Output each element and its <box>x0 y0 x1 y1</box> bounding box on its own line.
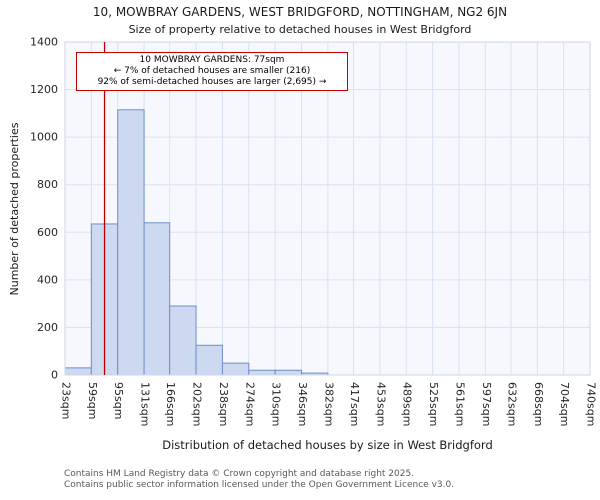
x-tick-label: 632sqm <box>505 382 518 426</box>
x-tick-label: 23sqm <box>60 382 73 419</box>
x-tick-label: 668sqm <box>532 382 545 426</box>
y-tick-label: 1000 <box>30 131 58 144</box>
histogram-bar <box>274 369 303 376</box>
x-tick-label: 525sqm <box>427 382 440 426</box>
histogram-bar <box>143 222 171 376</box>
y-axis-label: Number of detached properties <box>8 122 21 296</box>
x-tick-label: 131sqm <box>139 382 152 426</box>
x-tick-label: 274sqm <box>243 382 256 426</box>
y-tick-label: 0 <box>51 369 58 382</box>
histogram-bar <box>64 367 92 376</box>
x-tick-label: 202sqm <box>191 382 204 426</box>
histogram-bar <box>117 109 145 376</box>
license-footer: Contains HM Land Registry data © Crown c… <box>64 469 454 490</box>
footer-line-2: Contains public sector information licen… <box>64 479 455 490</box>
annotation-line-2: ← 7% of detached houses are smaller (216… <box>113 66 311 76</box>
histogram-bar <box>169 305 197 376</box>
histogram-bar <box>248 369 276 376</box>
annotation-line-1: 10 MOWBRAY GARDENS: 77sqm <box>139 55 285 65</box>
x-tick-label: 59sqm <box>86 382 99 419</box>
x-tick-label: 238sqm <box>217 382 230 426</box>
x-tick-label: 382sqm <box>322 382 335 426</box>
footer-line-1: Contains HM Land Registry data © Crown c… <box>64 469 415 479</box>
y-tick-label: 200 <box>37 321 58 334</box>
x-tick-label: 346sqm <box>296 382 309 426</box>
y-tick-label: 400 <box>37 273 58 286</box>
x-tick-label: 310sqm <box>270 382 283 426</box>
x-tick-label: 417sqm <box>348 382 361 426</box>
y-tick-label: 1200 <box>30 83 58 96</box>
x-tick-label: 704sqm <box>558 382 571 426</box>
x-tick-label: 740sqm <box>585 382 598 426</box>
y-tick-label: 600 <box>37 226 58 239</box>
histogram-bar <box>195 344 223 376</box>
histogram-bar <box>221 362 250 376</box>
plot-border <box>64 41 591 376</box>
annotation-line-3: 92% of semi-detached houses are larger (… <box>97 77 327 87</box>
annotation-box: 10 MOWBRAY GARDENS: 77sqm ← 7% of detach… <box>76 52 348 91</box>
y-tick-label: 800 <box>37 178 58 191</box>
x-tick-label: 597sqm <box>480 382 493 426</box>
x-tick-label: 166sqm <box>164 382 177 426</box>
y-tick-label: 1400 <box>30 36 58 49</box>
x-tick-label: 561sqm <box>453 382 466 426</box>
chart-subtitle: Size of property relative to detached ho… <box>128 23 472 36</box>
chart-title: 10, MOWBRAY GARDENS, WEST BRIDGFORD, NOT… <box>92 5 508 19</box>
x-axis-label: Distribution of detached houses by size … <box>162 438 493 452</box>
x-tick-label: 95sqm <box>112 382 125 419</box>
x-tick-label: 489sqm <box>401 382 414 426</box>
x-tick-label: 453sqm <box>374 382 387 426</box>
